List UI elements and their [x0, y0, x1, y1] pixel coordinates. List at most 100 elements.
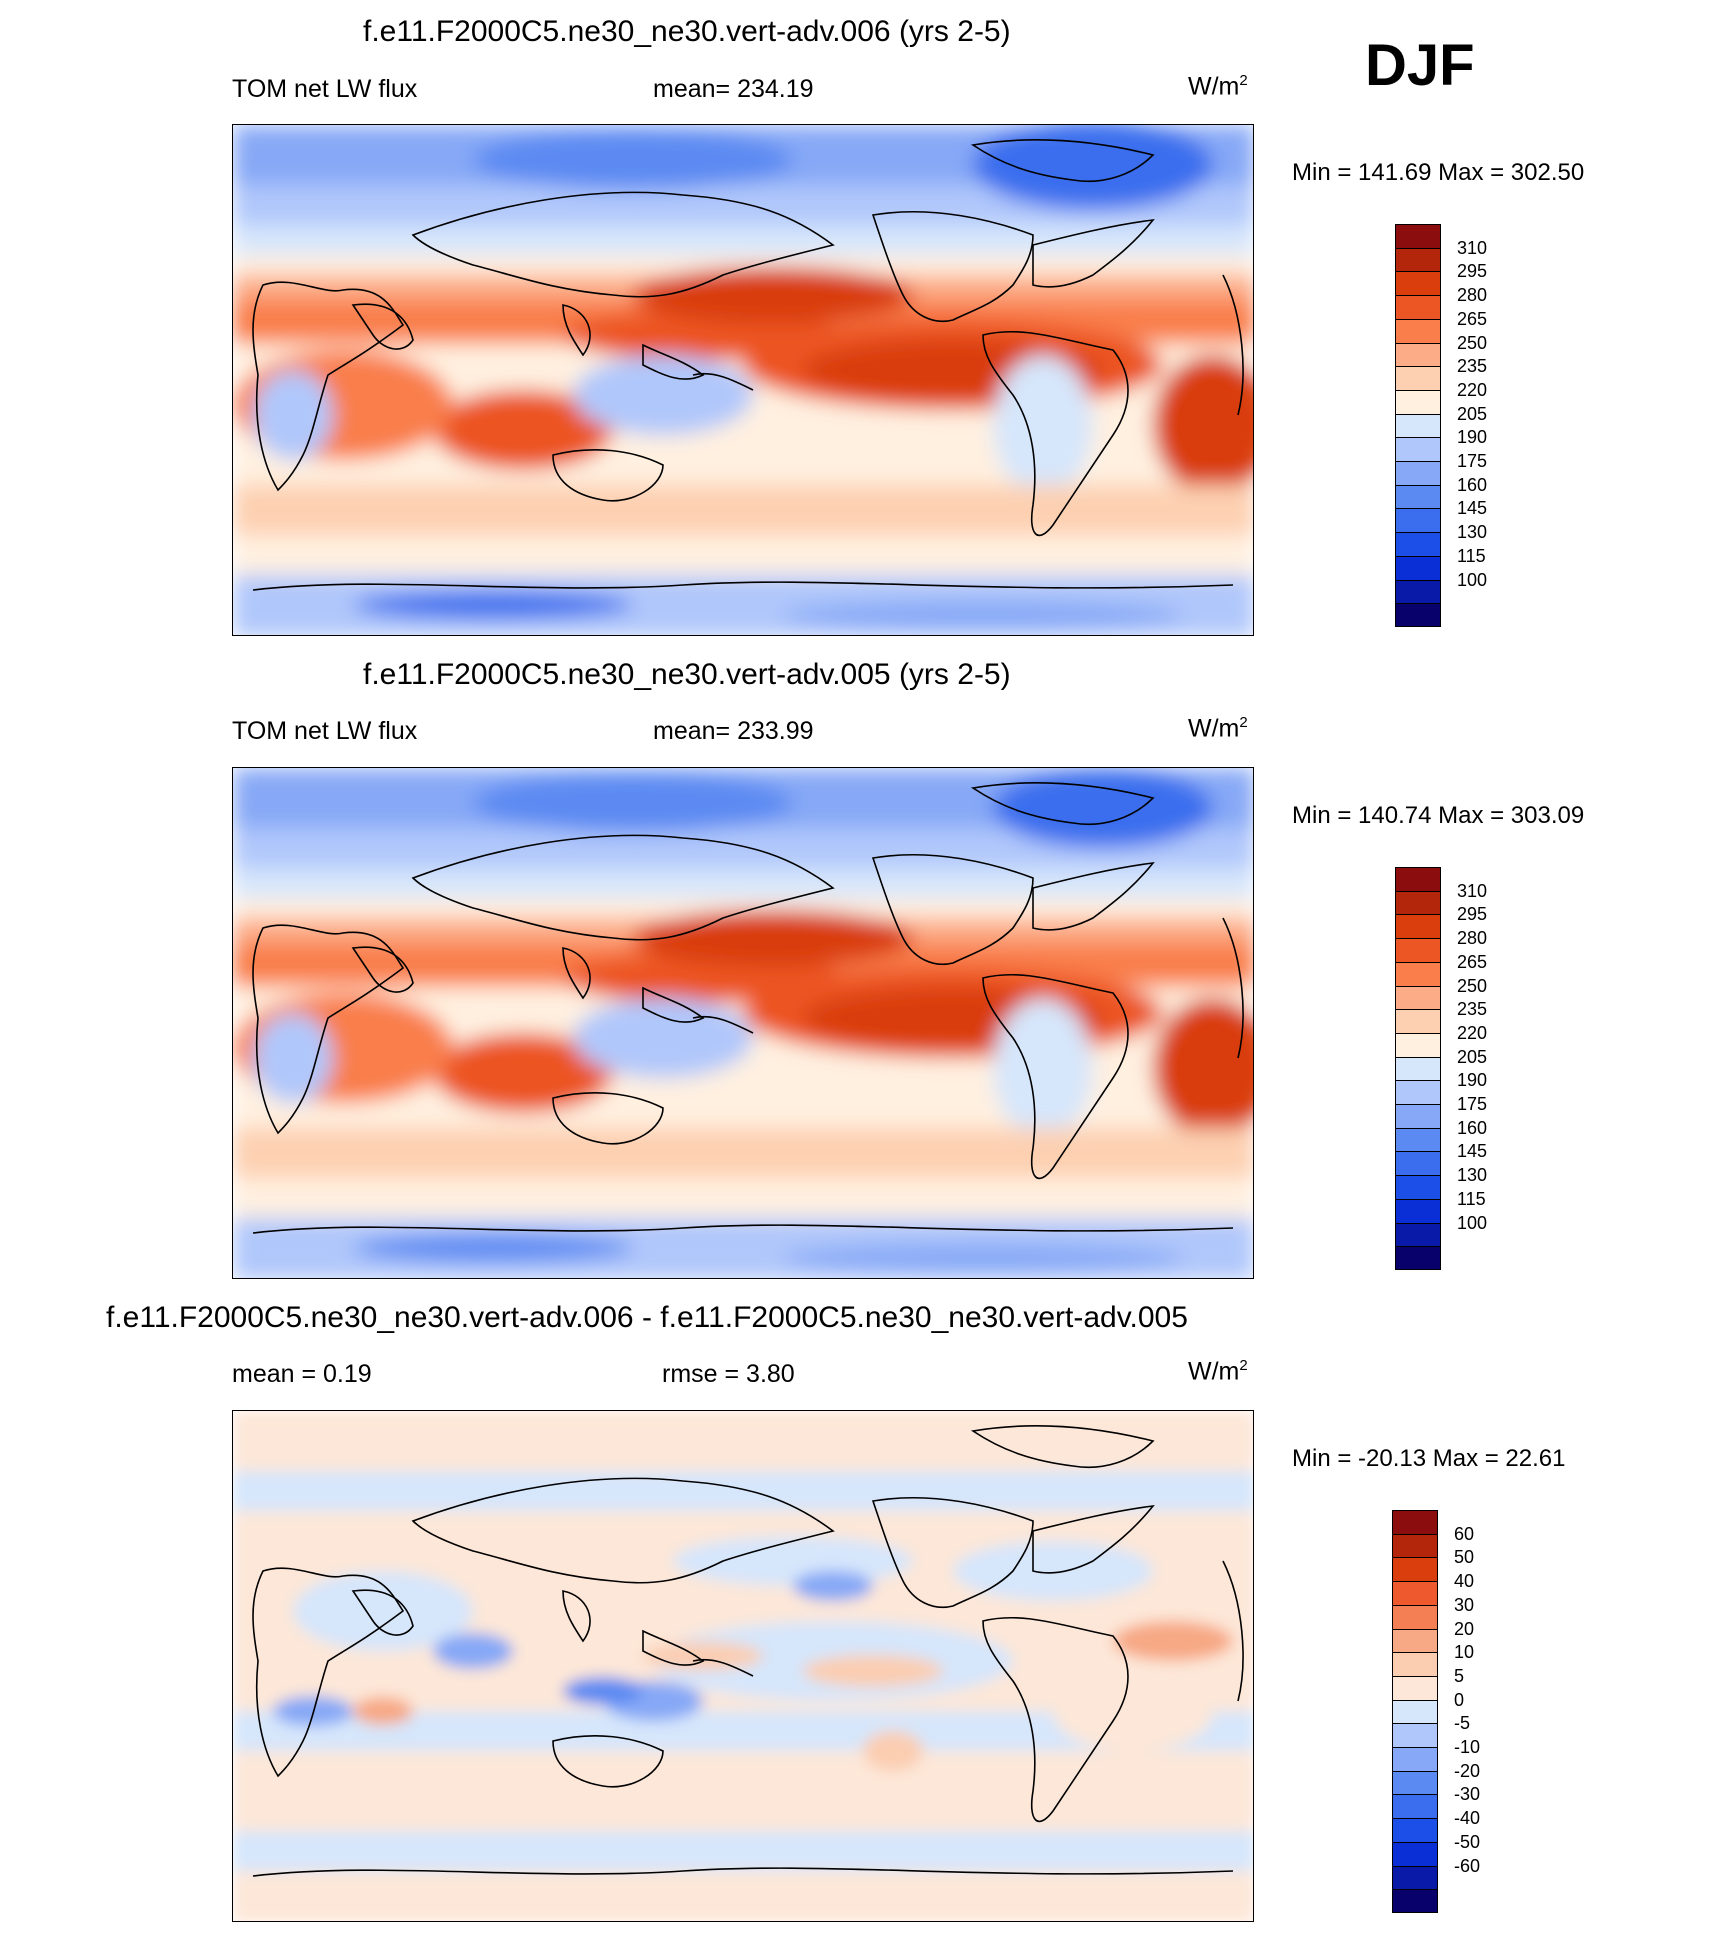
colorbar-level-label: 60	[1454, 1523, 1475, 1544]
panel-1-title: f.e11.F2000C5.ne30_ne30.vert-adv.006 (yr…	[363, 15, 1011, 48]
colorbar-level-label: 10	[1454, 1642, 1475, 1663]
panel-2-map	[232, 767, 1254, 1279]
colorbar-level-label: 220	[1457, 379, 1488, 400]
colorbar-level-label: -60	[1454, 1855, 1481, 1876]
colorbar-level-label: 145	[1457, 1141, 1488, 1162]
colorbar-cell	[1395, 867, 1441, 891]
colorbar-level-label: -20	[1454, 1760, 1481, 1781]
colorbar-level-label: 20	[1454, 1618, 1475, 1639]
colorbar-level-label: 175	[1457, 451, 1488, 472]
colorbar-level-label: 235	[1457, 356, 1488, 377]
colorbar-cell	[1395, 1080, 1441, 1105]
panel-3-map-field	[233, 1411, 1253, 1921]
colorbar-level-label: -30	[1454, 1784, 1481, 1805]
colorbar-level-label: 280	[1457, 928, 1488, 949]
colorbar-cell	[1392, 1533, 1438, 1558]
colorbar-cell	[1392, 1865, 1438, 1890]
colorbar-level-label: 145	[1457, 498, 1488, 519]
colorbar-level-label: 265	[1457, 951, 1488, 972]
colorbar-cell	[1395, 1009, 1441, 1033]
panel-3-title: f.e11.F2000C5.ne30_ne30.vert-adv.006 - f…	[106, 1301, 1188, 1334]
colorbar-level-label: 100	[1457, 569, 1488, 590]
panel-2-title: f.e11.F2000C5.ne30_ne30.vert-adv.005 (yr…	[363, 658, 1011, 691]
colorbar-cell	[1392, 1723, 1438, 1748]
colorbar-level-label: 250	[1457, 975, 1488, 996]
colorbar-cell	[1392, 1794, 1438, 1819]
colorbar-level-label: 115	[1457, 545, 1486, 566]
colorbar-level-label: 175	[1457, 1094, 1488, 1115]
colorbar-level-label: 30	[1454, 1594, 1475, 1615]
colorbar-cell	[1395, 1246, 1441, 1270]
colorbar-level-label: 295	[1457, 904, 1488, 925]
colorbar-cell	[1395, 1127, 1441, 1152]
colorbar-cell	[1392, 1841, 1438, 1866]
panel-2-colorbar: 310 295 280 265 250 235 220 205 190 175 160 145 130 1…	[1395, 867, 1515, 1270]
colorbar-level-label: 130	[1457, 1165, 1488, 1186]
colorbar-cell	[1395, 938, 1441, 962]
colorbar-cell	[1392, 1510, 1438, 1534]
colorbar-cell	[1395, 1056, 1441, 1081]
panel-2-variable-label: TOM net LW flux	[232, 717, 418, 745]
panel-1-mean-label: mean= 234.19	[653, 75, 814, 103]
colorbar-level-label: -5	[1454, 1713, 1471, 1734]
colorbar-level-label: 115	[1457, 1188, 1486, 1209]
colorbar-level-label: 205	[1457, 403, 1488, 424]
colorbar-outline	[1395, 224, 1441, 627]
colorbar-cell	[1395, 1151, 1441, 1176]
colorbar-cell	[1395, 271, 1441, 296]
colorbar-level-label: 310	[1457, 237, 1488, 258]
colorbar-level-label: 130	[1457, 522, 1488, 543]
colorbar-level-label: -10	[1454, 1737, 1481, 1758]
panel-2-map-field	[233, 768, 1253, 1278]
panel-3-coastlines	[252, 1424, 1244, 1877]
colorbar-level-label: 235	[1457, 999, 1488, 1020]
panel-3-rmse-label: rmse = 3.80	[662, 1360, 795, 1388]
colorbar-cell	[1392, 1818, 1438, 1842]
colorbar-cell	[1395, 389, 1441, 414]
colorbar-level-label: 250	[1457, 332, 1488, 353]
colorbar-cell	[1395, 366, 1441, 390]
panel-1-coastlines	[252, 138, 1244, 591]
colorbar-cell	[1395, 318, 1441, 343]
colorbar-cell	[1395, 484, 1441, 509]
colorbar-cell	[1395, 1222, 1441, 1247]
panel-3-units-label: W/m2	[1188, 1357, 1248, 1386]
colorbar-cell	[1395, 342, 1441, 367]
colorbar-cell	[1392, 1604, 1438, 1629]
colorbar-level-label: 50	[1454, 1547, 1475, 1568]
panel-3-map	[232, 1410, 1254, 1922]
colorbar-cell	[1395, 224, 1441, 248]
colorbar-cell	[1395, 1032, 1441, 1057]
panel-1-variable-label: TOM net LW flux	[232, 75, 418, 103]
colorbar-level-label: 40	[1454, 1571, 1475, 1592]
colorbar-cell	[1395, 961, 1441, 986]
colorbar-cell	[1395, 890, 1441, 915]
colorbar-cell	[1395, 437, 1441, 462]
colorbar-outline	[1392, 1510, 1438, 1913]
colorbar-cell	[1395, 914, 1441, 939]
panel-3-mean-label: mean = 0.19	[232, 1360, 372, 1388]
panel-2-units-label: W/m2	[1188, 714, 1248, 743]
colorbar-cell	[1395, 1175, 1441, 1199]
colorbar-outline	[1395, 867, 1441, 1270]
colorbar-cell	[1395, 295, 1441, 319]
colorbar-level-label: -40	[1454, 1808, 1481, 1829]
colorbar-cell	[1392, 1889, 1438, 1913]
panel-2-coastlines	[252, 781, 1244, 1234]
colorbar-cell	[1395, 413, 1441, 438]
colorbar-cell	[1395, 555, 1441, 580]
colorbar-cell	[1395, 985, 1441, 1010]
colorbar-cell	[1392, 1770, 1438, 1795]
colorbar-level-label: 280	[1457, 285, 1488, 306]
panel-1-colorbar: 310 295 280 265 250 235 220 205 190 175 160 145 130 1…	[1395, 224, 1515, 627]
colorbar-cell	[1395, 532, 1441, 556]
colorbar-level-label: 220	[1457, 1022, 1488, 1043]
colorbar-level-label: 100	[1457, 1212, 1488, 1233]
colorbar-level-label: 205	[1457, 1046, 1488, 1067]
colorbar-cell	[1395, 247, 1441, 272]
colorbar-level-label: -50	[1454, 1831, 1481, 1852]
colorbar-cell	[1395, 579, 1441, 604]
colorbar-cell	[1395, 508, 1441, 533]
colorbar-cell	[1392, 1628, 1438, 1653]
colorbar-level-label: 5	[1454, 1665, 1465, 1686]
